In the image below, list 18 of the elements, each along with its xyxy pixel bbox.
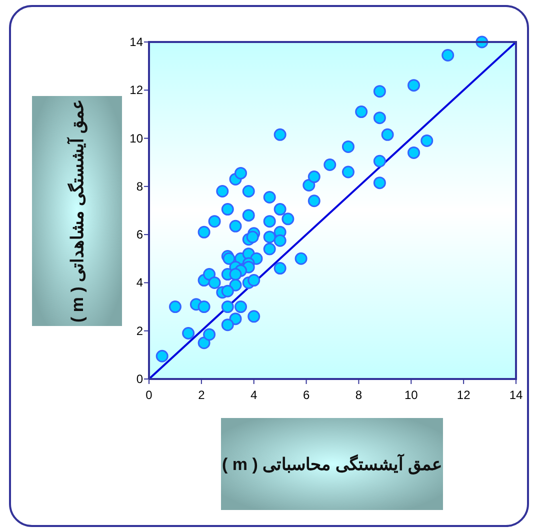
x-tick-label: 12	[456, 388, 471, 402]
y-axis-title: عمق آیشستگی مشاهداتی ( m )	[66, 99, 88, 323]
y-tick-label: 8	[136, 179, 144, 194]
y-tick-label: 14	[130, 35, 144, 49]
y-tick-label: 2	[136, 324, 144, 338]
y-tick-label: 10	[130, 131, 144, 146]
x-axis-title: عمق آیشستگی محاسباتی ( m )	[222, 453, 442, 475]
y-tick-label: 12	[130, 83, 144, 98]
x-tick-label: 6	[302, 388, 310, 402]
x-tick-label: 4	[250, 388, 258, 402]
x-tick-label: 8	[355, 388, 362, 402]
y-tick-label: 4	[136, 276, 144, 290]
x-tick-label: 2	[198, 388, 206, 402]
y-tick-label: 6	[136, 228, 144, 242]
x-tick-label: 0	[146, 388, 153, 402]
x-tick-label: 10	[404, 388, 418, 402]
x-tick-label: 14	[509, 388, 523, 402]
y-tick-label: 0	[136, 372, 144, 386]
